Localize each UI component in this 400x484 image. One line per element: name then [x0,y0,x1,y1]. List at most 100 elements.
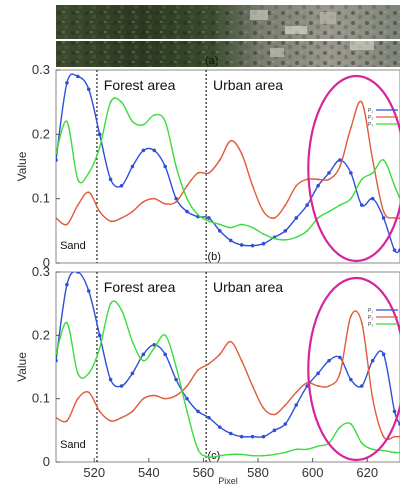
data-point-red [76,204,79,207]
data-point-blue [97,132,102,137]
data-point-blue [261,241,266,246]
data-point-blue [316,371,320,376]
data-point-blue [108,177,113,182]
data-point-green [339,204,341,207]
data-point-blue [294,216,299,220]
data-point-red [98,410,101,413]
data-point-blue [141,352,146,357]
data-point-red [371,159,374,161]
data-point-blue [250,243,255,248]
data-point-red [164,397,167,400]
data-point-green [87,372,90,375]
data-point-blue [119,384,124,388]
data-point-green [328,210,330,213]
data-point-blue [239,434,244,439]
data-point-green [66,321,68,324]
data-point-green [360,442,363,444]
x-tick-label: 520 [83,465,105,480]
data-point-blue [359,203,364,207]
data-point-green [131,120,134,123]
data-point-blue [338,355,342,360]
data-point-green [98,146,101,149]
data-point-green [306,448,309,451]
data-point-red [295,391,298,394]
data-point-red [251,184,254,187]
data-point-green [153,347,156,349]
data-point-blue [163,352,168,357]
data-point-red [240,359,243,362]
urban-area-label: Urban area [213,77,283,93]
legend-label: P₁ [368,308,373,314]
data-point-red [153,197,156,200]
data-point-green [197,448,199,451]
data-point-blue [174,196,178,201]
data-point-red [142,397,145,400]
data-point-red [186,385,188,387]
highlight-ellipse [307,276,400,462]
data-point-green [142,123,145,126]
x-tick-label: 600 [302,465,324,480]
legend-label: P₃ [368,322,373,328]
data-point-red [284,204,287,207]
data-point-red [229,340,232,343]
data-point-green [197,213,199,216]
data-point-green [251,226,254,229]
data-point-blue [86,289,91,293]
data-point-blue [283,229,288,233]
plot-frame [55,69,400,264]
y-axis-label: Value [15,151,29,181]
data-point-green [109,101,112,104]
y-tick-label: 0 [43,255,50,270]
series-group [56,73,400,254]
data-point-blue [338,158,342,162]
data-point-blue [228,238,233,243]
data-point-blue [65,282,69,287]
data-point-red [207,362,210,365]
data-point-red [197,369,199,372]
data-point-red [393,435,396,438]
data-point-blue [141,148,146,153]
data-point-red [186,184,188,187]
data-point-green [349,423,352,425]
data-point-green [284,238,287,241]
data-point-red [218,353,221,356]
data-point-green [382,449,385,452]
data-point-blue [97,333,102,338]
data-point-green [295,448,298,451]
data-point-red [360,321,363,324]
data-point-green [56,353,57,356]
data-point-red [56,416,57,419]
data-point-green [120,309,123,311]
data-point-green [393,451,396,454]
plot-frame [55,271,400,463]
data-point-green [240,223,243,226]
data-point-red [339,372,341,375]
data-point-red [197,172,199,174]
data-point-blue [185,209,189,214]
data-point-blue [294,403,299,407]
data-point-green [98,347,101,349]
x-tick-label: 580 [247,465,269,480]
data-point-red [76,397,79,400]
forest-area-label: Forest area [104,279,176,295]
data-point-blue [228,431,233,436]
data-point-blue [207,415,211,420]
data-point-green [251,454,254,457]
data-point-blue [272,428,277,433]
data-point-green [175,165,178,168]
x-axis-label: Pixel [218,476,238,484]
y-tick-label: 0.1 [32,391,50,406]
y-tick-label: 0 [43,454,50,469]
legend-label: P₁ [368,108,373,114]
data-point-blue [283,422,288,426]
data-point-blue [108,377,113,382]
data-point-red [218,159,221,161]
data-point-blue [174,377,178,382]
data-point-red [393,217,396,219]
data-point-red [328,178,330,181]
data-point-green [284,451,287,454]
data-point-red [349,315,352,318]
data-point-blue [207,216,211,220]
data-point-green [382,159,385,161]
